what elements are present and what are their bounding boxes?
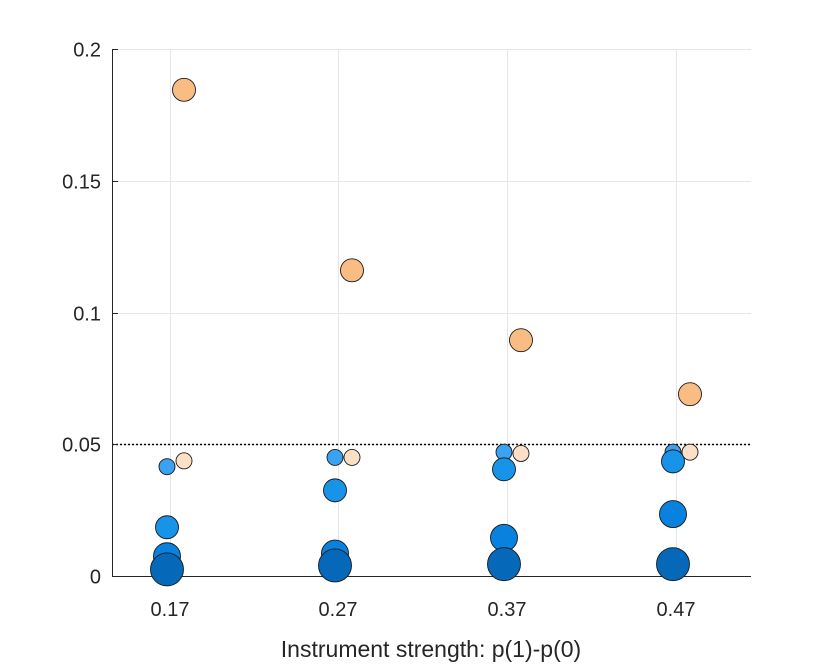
- x-tick-label: 0.47: [657, 599, 696, 621]
- data-point-blue-medium: [492, 457, 516, 482]
- data-point-blue-small: [326, 448, 344, 466]
- data-point-orange-large: [340, 258, 364, 283]
- data-point-peach-small: [512, 445, 530, 462]
- x-tick-label: 0.27: [319, 599, 358, 621]
- y-tick-label: 0: [90, 567, 101, 589]
- data-point-blue-small: [158, 458, 176, 476]
- y-tick-label: 0.2: [73, 40, 101, 62]
- x-axis-title: Instrument strength: p(1)-p(0): [281, 636, 581, 662]
- data-point-blue-large: [659, 500, 687, 529]
- data-point-blue-medium: [323, 478, 347, 503]
- data-point-peach-small: [681, 443, 699, 461]
- data-point-peach-small: [343, 448, 361, 466]
- x-tick-label: 0.37: [488, 599, 527, 621]
- data-point-orange-large: [172, 77, 196, 102]
- data-point-blue-xlarge: [150, 552, 184, 587]
- data-point-orange-large: [678, 382, 702, 407]
- data-point-blue-xlarge: [487, 547, 521, 582]
- data-point-blue-xlarge: [318, 548, 352, 583]
- y-tick-label: 0.15: [62, 172, 101, 194]
- x-tick-label: 0.17: [151, 599, 190, 621]
- data-points-layer: [150, 77, 702, 587]
- data-point-blue-xlarge: [656, 547, 690, 582]
- data-point-blue-medium: [661, 449, 685, 474]
- data-point-peach-small: [175, 452, 193, 470]
- y-tick-label: 0.05: [62, 435, 101, 457]
- y-tick-label: 0.1: [73, 304, 101, 326]
- tick-labels-layer: 0 0.05 0.1 0.15 0.2 0.17 0.27 0.37 0.47: [62, 40, 695, 622]
- grid-layer: [112, 49, 751, 576]
- data-point-blue-medium: [155, 515, 179, 540]
- data-point-orange-large: [509, 328, 533, 353]
- axis-layer: [112, 49, 751, 577]
